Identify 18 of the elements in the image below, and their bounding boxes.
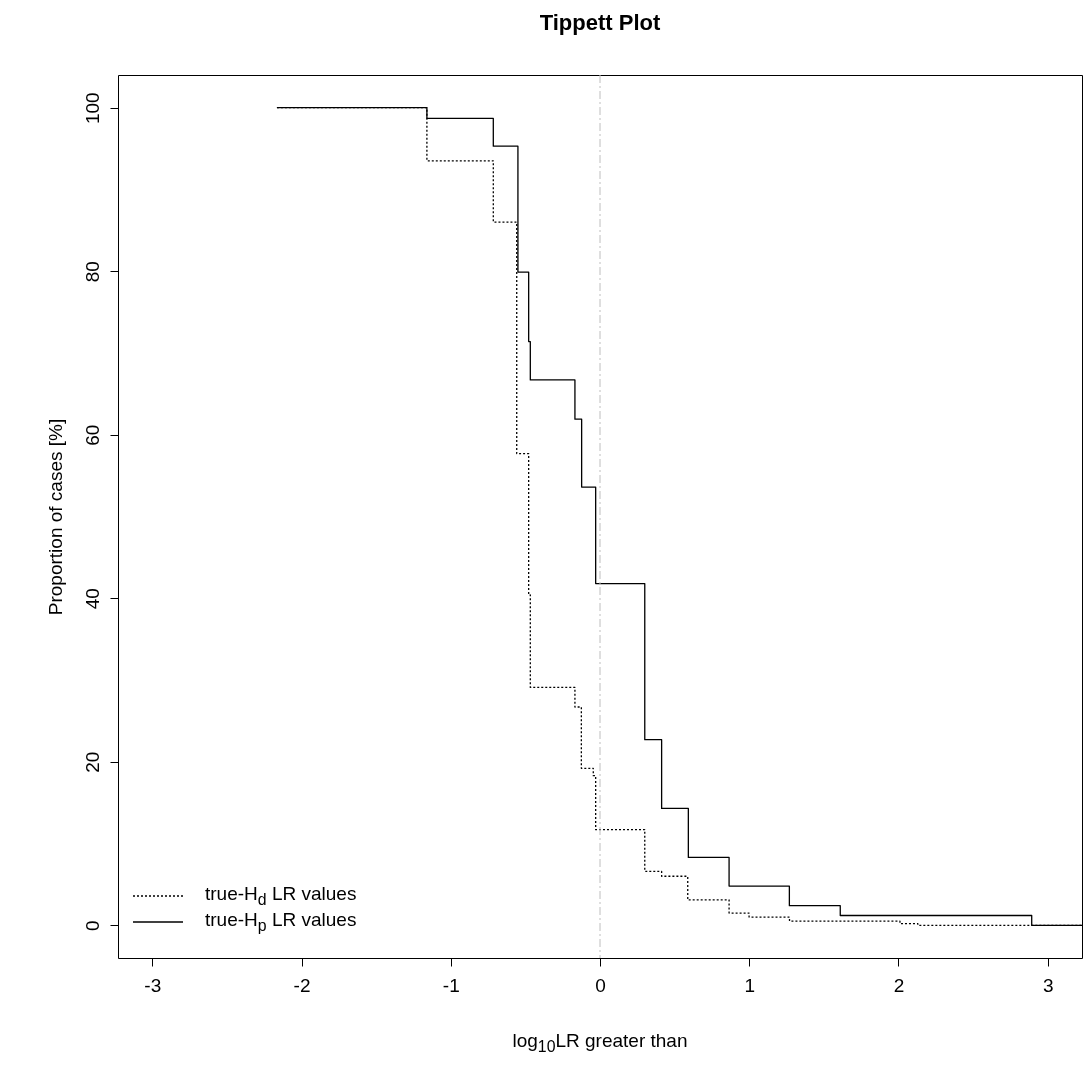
x-tick-label: -1 <box>442 974 460 996</box>
x-axis-title: log$_{10}$LR greater than <box>511 1030 689 1056</box>
y-tick-label: 20 <box>81 751 103 773</box>
y-tick-label: 80 <box>81 261 103 283</box>
x-tick-label: 0 <box>595 974 606 996</box>
legend-label: true-H$_{p}$ LR values <box>205 909 357 935</box>
x-tick-label: -2 <box>293 974 311 996</box>
x-tick-label: 1 <box>744 974 756 996</box>
y-tick-label: 60 <box>81 424 103 446</box>
x-tick-label: 2 <box>893 974 905 996</box>
legend-label: true-H$_{d}$ LR values <box>205 883 357 909</box>
y-tick-label: 40 <box>81 588 103 610</box>
chart-title: Tippett Plot <box>539 9 661 35</box>
y-tick-label: 100 <box>81 92 103 125</box>
y-tick-label: 0 <box>81 920 103 932</box>
x-tick-label: -3 <box>144 974 162 996</box>
y-axis-title: Proportion of cases [%] <box>44 418 66 616</box>
x-tick-label: 3 <box>1042 974 1054 996</box>
